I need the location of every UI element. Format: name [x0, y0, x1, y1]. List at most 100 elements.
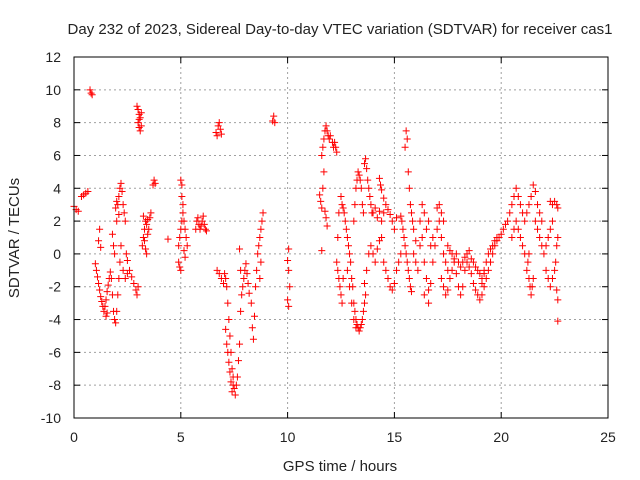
data-point [112, 319, 120, 327]
data-point [476, 296, 484, 304]
data-point [506, 209, 514, 217]
data-point [87, 89, 95, 97]
data-point [339, 204, 347, 212]
data-point [360, 299, 368, 307]
data-point [380, 258, 388, 266]
data-point [284, 296, 292, 304]
data-point [229, 381, 237, 389]
data-point [248, 324, 256, 332]
data-point [98, 297, 106, 305]
data-point [337, 192, 345, 200]
data-point [358, 316, 366, 324]
data-point [433, 225, 441, 233]
y-tick-label: 10 [45, 82, 61, 98]
data-point [355, 171, 363, 179]
data-point [86, 86, 94, 94]
data-point [334, 234, 342, 241]
data-point [427, 242, 435, 250]
data-point [343, 266, 351, 274]
data-point [285, 302, 293, 310]
data-point [242, 260, 250, 268]
data-point [224, 348, 232, 356]
data-point [407, 288, 415, 296]
data-point [429, 258, 437, 266]
data-point [103, 309, 111, 317]
data-point [401, 242, 409, 250]
data-point [255, 242, 263, 250]
data-point [499, 225, 507, 233]
data-point [217, 130, 225, 138]
data-point [508, 234, 516, 241]
data-point [384, 275, 392, 283]
data-point [333, 258, 341, 266]
data-point [548, 275, 556, 283]
x-tick-label: 5 [177, 429, 185, 445]
data-point [108, 230, 116, 238]
data-point [554, 204, 562, 212]
data-point [74, 207, 82, 215]
data-point [95, 279, 103, 287]
data-point [378, 217, 386, 225]
data-point [316, 191, 324, 199]
y-tick-label: 6 [53, 147, 61, 163]
data-point [554, 296, 562, 304]
data-point [325, 135, 333, 143]
data-point [457, 291, 465, 299]
data-point [88, 91, 96, 99]
data-point [180, 247, 188, 255]
data-point [452, 270, 460, 278]
data-point [133, 102, 141, 110]
data-point [250, 312, 258, 320]
data-point [347, 258, 355, 266]
data-point [516, 234, 524, 241]
data-point [350, 316, 358, 324]
data-point [444, 242, 452, 250]
data-point [135, 115, 143, 123]
data-point [384, 206, 392, 214]
data-point [366, 192, 374, 200]
data-point [200, 220, 208, 228]
data-point [459, 258, 467, 266]
data-point [247, 299, 255, 307]
data-point [201, 225, 209, 233]
data-point [521, 217, 529, 225]
data-point [318, 151, 326, 159]
data-point [442, 258, 450, 266]
data-point [404, 266, 412, 274]
data-point [178, 192, 186, 200]
data-point [360, 160, 368, 168]
data-point [338, 299, 346, 307]
data-point [121, 275, 129, 283]
data-point [531, 217, 539, 225]
data-point [525, 250, 533, 258]
data-point [100, 307, 108, 315]
data-point [482, 258, 490, 266]
data-point [425, 217, 433, 225]
data-point [420, 209, 428, 217]
data-point [151, 179, 159, 187]
data-point [534, 201, 542, 209]
data-point [145, 225, 153, 233]
data-point [401, 143, 409, 151]
data-point [352, 324, 360, 332]
data-point [410, 250, 418, 258]
data-point [240, 275, 248, 283]
data-point [551, 266, 559, 274]
data-point [202, 227, 210, 235]
data-point [113, 197, 121, 205]
data-point [194, 214, 202, 222]
data-point [177, 176, 185, 184]
data-point [91, 260, 99, 268]
data-point [354, 168, 362, 176]
data-point [140, 237, 148, 245]
data-point [369, 250, 377, 258]
data-point [489, 242, 497, 250]
data-point [215, 119, 223, 127]
data-point [343, 234, 351, 241]
data-point [416, 242, 424, 250]
data-points [70, 86, 562, 399]
data-point [465, 247, 473, 255]
data-point [285, 245, 293, 253]
data-point [375, 174, 383, 182]
